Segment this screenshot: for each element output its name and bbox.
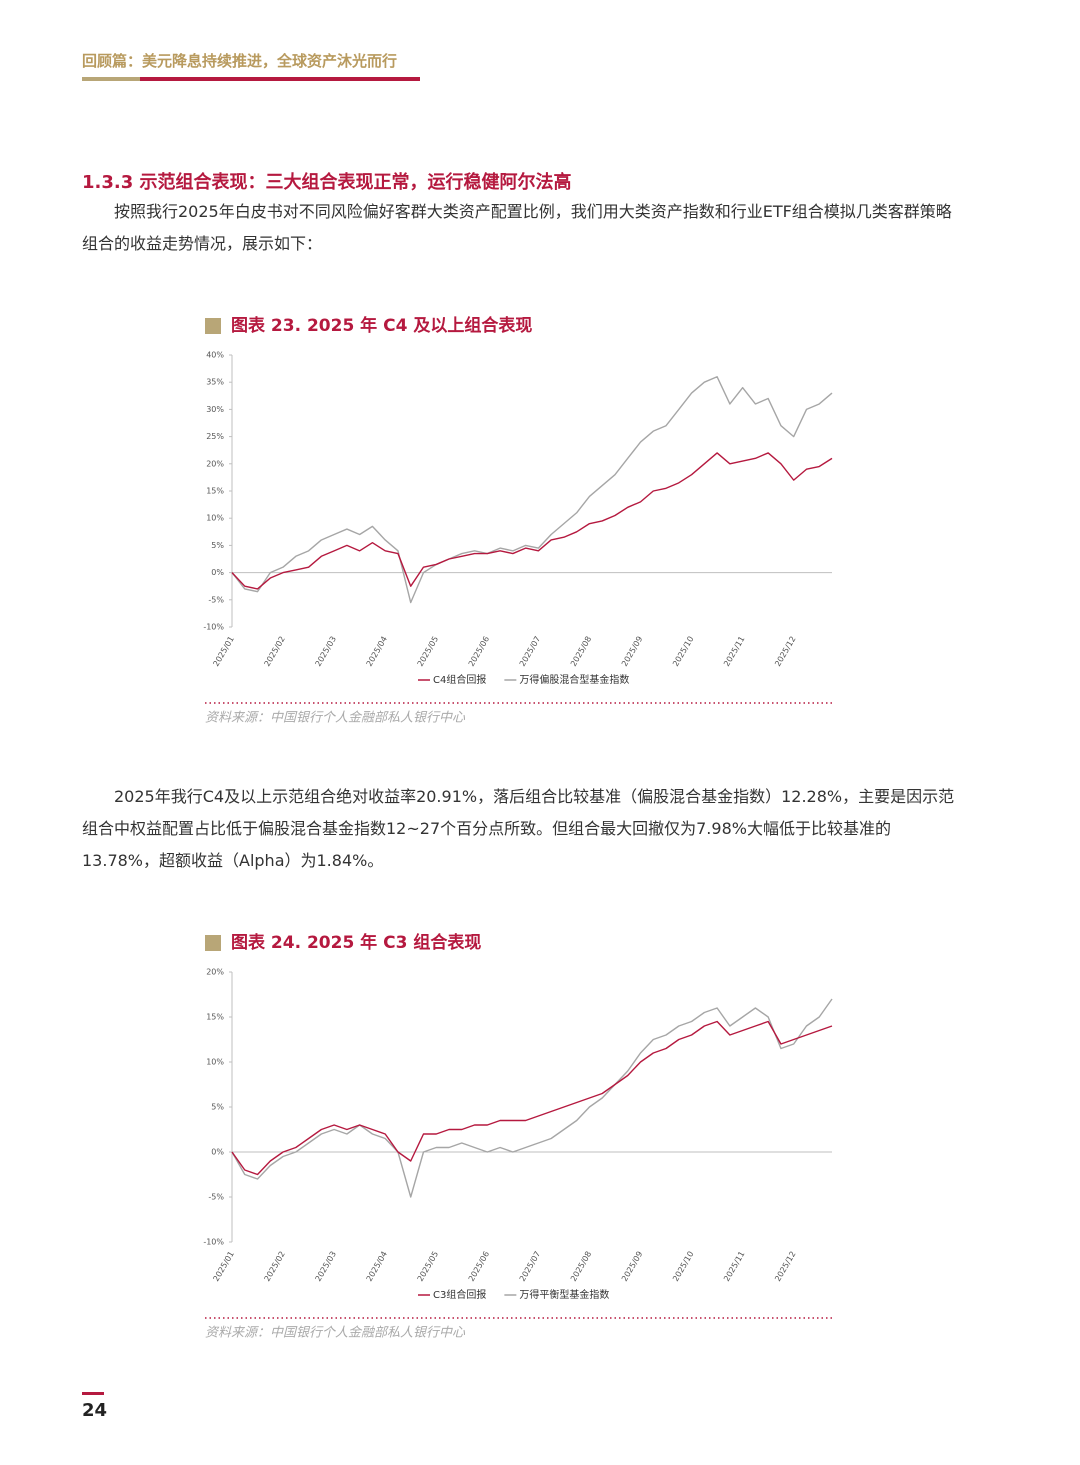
y-tick-label: 5% — [211, 541, 224, 550]
y-tick-label: 15% — [206, 487, 224, 496]
series-line — [231, 1020, 833, 1176]
page-number-bar — [82, 1392, 104, 1395]
y-tick-label: 0% — [211, 568, 224, 577]
y-tick-label: 0% — [211, 1148, 224, 1157]
header-title: 回顾篇：美元降息持续推进，全球资产沐光而行 — [82, 52, 398, 70]
title-icon — [205, 318, 221, 334]
legend-label: C3组合回报 — [433, 1288, 486, 1301]
x-tick-label: 2025/04 — [365, 635, 389, 668]
x-tick-label: 2025/12 — [773, 635, 797, 668]
page-number: 24 — [82, 1400, 108, 1421]
x-tick-label: 2025/09 — [620, 635, 644, 668]
x-tick-label: 2025/07 — [518, 1250, 542, 1283]
y-tick-label: 20% — [206, 459, 224, 468]
y-tick-label: -5% — [208, 595, 224, 604]
x-tick-label: 2025/03 — [314, 1250, 338, 1283]
section-heading: 1.3.3 示范组合表现：三大组合表现正常，运行稳健阿尔法高 — [82, 172, 572, 193]
x-tick-label: 2025/01 — [211, 1250, 235, 1283]
chart-title: 图表 23. 2025 年 C4 及以上组合表现 — [231, 315, 532, 336]
paragraph: 按照我行2025年白皮书对不同风险偏好客群大类资产配置比例，我们用大类资产指数和… — [82, 202, 952, 253]
y-tick-label: 25% — [206, 432, 224, 441]
y-tick-label: 10% — [206, 1058, 224, 1067]
x-tick-label: 2025/02 — [263, 1250, 287, 1283]
y-tick-label: -10% — [203, 623, 224, 632]
x-tick-label: 2025/01 — [211, 635, 235, 668]
legend-label: 万得偏股混合型基金指数 — [519, 673, 629, 686]
series-line — [231, 376, 833, 604]
x-tick-label: 2025/02 — [263, 635, 287, 668]
x-tick-label: 2025/12 — [773, 1250, 797, 1283]
x-tick-label: 2025/08 — [569, 635, 593, 668]
y-tick-label: 20% — [206, 968, 224, 977]
x-tick-label: 2025/10 — [671, 635, 695, 668]
x-tick-label: 2025/09 — [620, 1250, 644, 1283]
series-line — [231, 998, 833, 1198]
y-tick-label: 40% — [206, 351, 224, 360]
source-note: 资料来源：中国银行个人金融部私人银行中心 — [205, 710, 466, 726]
source-note: 资料来源：中国银行个人金融部私人银行中心 — [205, 1325, 466, 1341]
y-tick-label: 10% — [206, 514, 224, 523]
y-tick-label: 35% — [206, 378, 224, 387]
x-tick-label: 2025/11 — [722, 635, 746, 668]
x-tick-label: 2025/06 — [467, 635, 491, 668]
y-tick-label: 5% — [211, 1103, 224, 1112]
header-bar — [140, 77, 420, 81]
chart-title: 图表 24. 2025 年 C3 组合表现 — [231, 932, 481, 953]
x-tick-label: 2025/04 — [365, 1250, 389, 1283]
y-tick-label: -5% — [208, 1193, 224, 1202]
legend-label: 万得平衡型基金指数 — [519, 1288, 609, 1301]
header-bar — [82, 77, 140, 81]
y-tick-label: 15% — [206, 1013, 224, 1022]
title-icon — [205, 935, 221, 951]
x-tick-label: 2025/07 — [518, 635, 542, 668]
paragraph: 2025年我行C4及以上示范组合绝对收益率20.91%，落后组合比较基准（偏股混… — [82, 787, 955, 870]
x-tick-label: 2025/05 — [416, 1250, 440, 1283]
y-tick-label: -10% — [203, 1238, 224, 1247]
x-tick-label: 2025/08 — [569, 1250, 593, 1283]
x-tick-label: 2025/05 — [416, 635, 440, 668]
legend-label: C4组合回报 — [433, 673, 486, 686]
x-tick-label: 2025/03 — [314, 635, 338, 668]
x-tick-label: 2025/11 — [722, 1250, 746, 1283]
y-tick-label: 30% — [206, 405, 224, 414]
x-tick-label: 2025/10 — [671, 1250, 695, 1283]
x-tick-label: 2025/06 — [467, 1250, 491, 1283]
series-line — [231, 452, 833, 590]
